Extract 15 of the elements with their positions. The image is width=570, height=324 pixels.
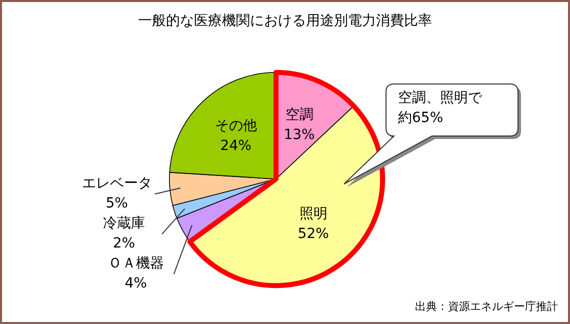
data-label: 52% (298, 226, 329, 242)
text: 空調、照明で約65% (398, 89, 484, 128)
slice-label: 空調 (285, 106, 314, 123)
source-note: 出典：資源エネルギー庁推計 (415, 299, 558, 314)
slice-label: ＯＡ機器 (108, 256, 164, 272)
slice-label: エレベータ (82, 176, 152, 192)
slice-label: 冷蔵庫 (102, 216, 145, 232)
data-label: 2% (112, 236, 136, 252)
slice-label: その他 (214, 118, 257, 134)
slice-label: 照明 (299, 206, 328, 222)
data-label: 24% (220, 138, 252, 154)
data-label: 13% (284, 126, 315, 143)
data-label: 4% (124, 276, 147, 292)
data-label: 5% (106, 196, 128, 212)
chart-title: 一般的な医療機関における用途別電力消費比率 (137, 12, 433, 30)
